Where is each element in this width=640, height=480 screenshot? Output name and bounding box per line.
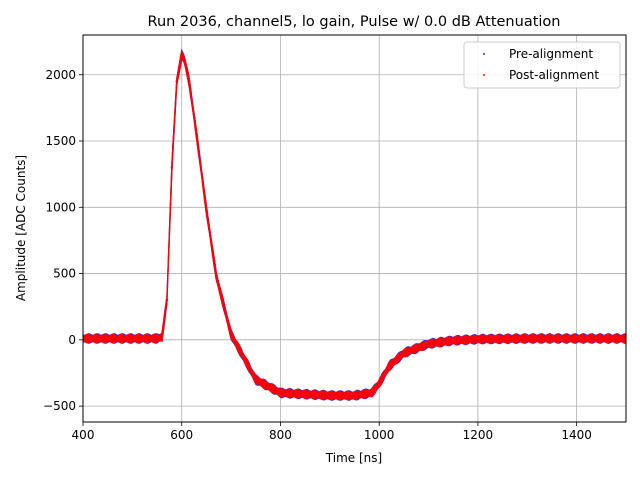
data-point-post-alignment: [155, 337, 159, 340]
legend-box: [463, 41, 621, 89]
x-axis: 400 600 800 1000 1200 1400: [72, 422, 592, 442]
x-tick-label: 1400: [561, 428, 592, 442]
legend: Pre-alignment Post-alignment: [463, 41, 621, 89]
data-point-post-alignment: [387, 365, 391, 368]
y-tick-label: 1500: [45, 134, 76, 148]
grid: [82, 35, 626, 422]
y-tick-label: 2000: [45, 68, 76, 82]
data-point-post-alignment: [175, 80, 178, 83]
x-tick-label: 400: [72, 428, 95, 442]
y-tick-label: 500: [53, 267, 76, 281]
y-tick-label: 1000: [45, 200, 76, 214]
y-tick-label: −500: [43, 399, 76, 413]
data-point-post-alignment: [328, 394, 332, 397]
data-point-post-alignment: [205, 208, 208, 212]
legend-label-pre-alignment: Pre-alignment: [509, 47, 593, 61]
series-band-post-alignment: [83, 49, 626, 401]
data-point-post-alignment: [377, 382, 381, 385]
plot-frame: [82, 34, 627, 423]
data-point-post-alignment: [180, 53, 183, 57]
data-point-post-alignment: [353, 394, 356, 397]
data-point-post-alignment: [370, 391, 373, 395]
data-point-post-alignment: [254, 378, 257, 381]
data-point-post-alignment: [187, 80, 191, 83]
data-point-post-alignment: [452, 339, 455, 342]
data-points: [83, 53, 626, 397]
x-axis-label: Time [ns]: [325, 451, 382, 465]
x-tick-label: 600: [170, 428, 193, 442]
y-axis: −500 0 500 1000 1500 2000: [43, 68, 83, 413]
x-tick-label: 1000: [364, 428, 395, 442]
legend-marker-post-alignment: [483, 74, 485, 76]
data-point-post-alignment: [131, 337, 134, 340]
data-point-post-alignment: [303, 392, 307, 396]
data-point-post-alignment: [195, 133, 198, 136]
data-bands: [83, 48, 626, 401]
chart-title: Run 2036, channel5, lo gain, Pulse w/ 0.…: [148, 14, 561, 30]
x-tick-label: 1200: [463, 428, 494, 442]
data-point-post-alignment: [215, 275, 218, 278]
legend-label-post-alignment: Post-alignment: [509, 68, 599, 82]
legend-marker-pre-alignment: [483, 53, 485, 55]
data-point-post-alignment: [575, 337, 578, 340]
data-point-post-alignment: [402, 351, 406, 355]
data-point-post-alignment: [182, 57, 186, 61]
data-point-post-alignment: [476, 337, 480, 341]
data-point-post-alignment: [165, 298, 169, 302]
y-axis-label: Amplitude [ADC Counts]: [14, 155, 28, 301]
data-point-post-alignment: [427, 342, 430, 346]
data-point-post-alignment: [170, 166, 174, 169]
data-point-post-alignment: [279, 391, 282, 395]
x-tick-label: 800: [269, 428, 292, 442]
data-point-post-alignment: [160, 335, 164, 339]
data-point-post-alignment: [526, 337, 529, 340]
data-point-post-alignment: [106, 337, 109, 340]
y-tick-label: 0: [68, 333, 76, 347]
data-point-post-alignment: [229, 333, 233, 336]
